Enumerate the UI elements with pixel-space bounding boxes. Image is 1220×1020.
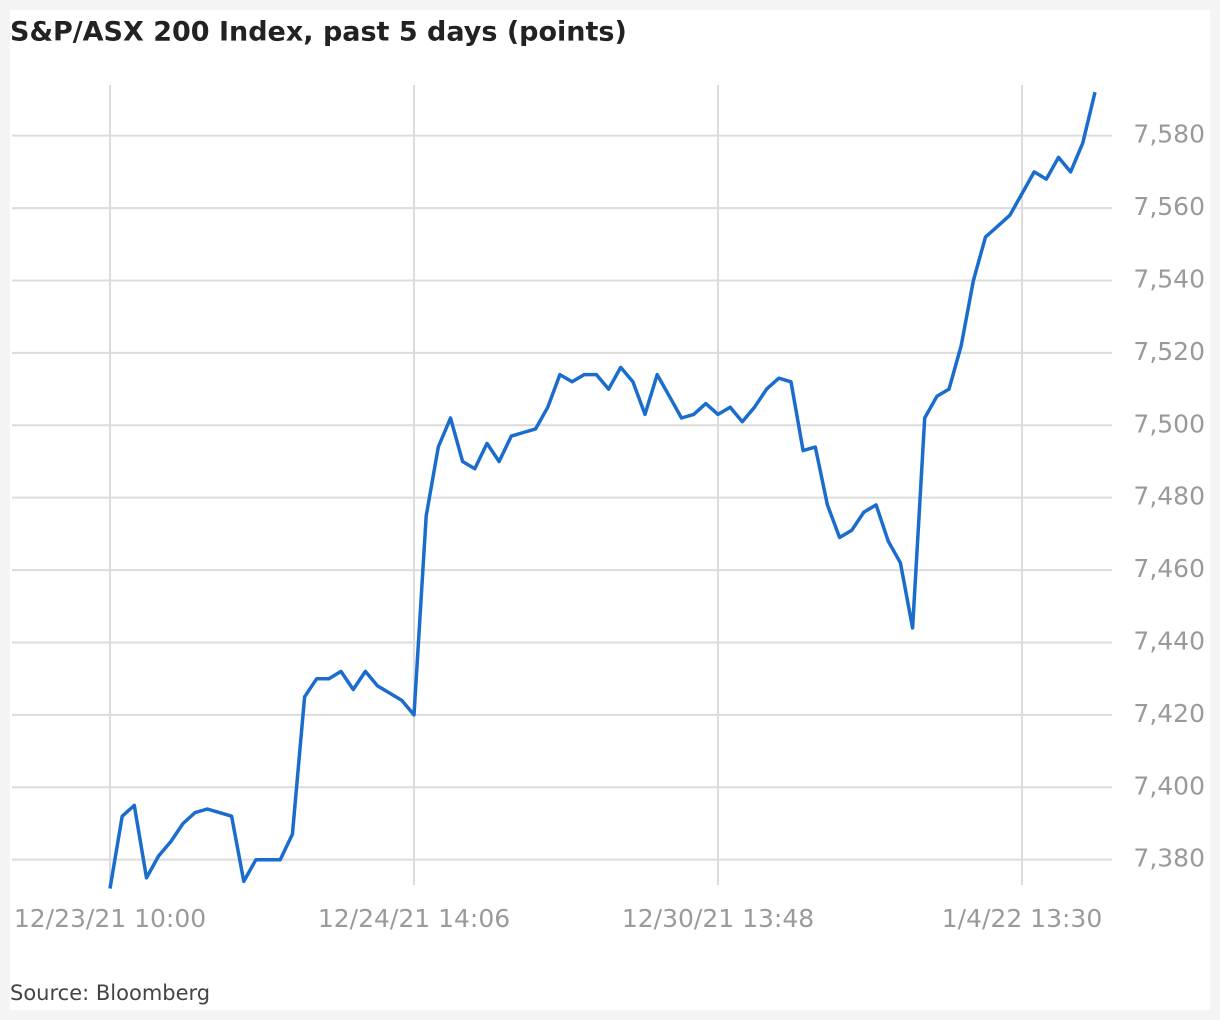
- y-tick-label: 7,440: [1133, 626, 1205, 655]
- y-tick-label: 7,420: [1133, 699, 1205, 728]
- x-tick-label: 12/23/21 10:00: [14, 904, 206, 933]
- y-tick-label: 7,400: [1133, 771, 1205, 800]
- y-tick-label: 7,500: [1133, 409, 1205, 438]
- source: Source: Bloomberg: [10, 981, 210, 1005]
- panel: [10, 10, 1210, 1010]
- y-tick-label: 7,540: [1133, 264, 1205, 293]
- x-tick-label: 1/4/22 13:30: [942, 904, 1102, 933]
- y-tick-label: 7,460: [1133, 554, 1205, 583]
- y-tick-label: 7,380: [1133, 844, 1205, 873]
- x-tick-label: 12/30/21 13:48: [622, 904, 814, 933]
- y-tick-label: 7,480: [1133, 482, 1205, 511]
- line: [108, 91, 1097, 889]
- x-tick-label: 12/24/21 14:06: [318, 904, 510, 933]
- chart-title: S&P/ASX 200 Index, past 5 days (points): [10, 17, 627, 48]
- y-tick-label: 7,560: [1133, 192, 1205, 221]
- y-tick-label: 7,580: [1133, 120, 1205, 149]
- y-tick-label: 7,520: [1133, 337, 1205, 366]
